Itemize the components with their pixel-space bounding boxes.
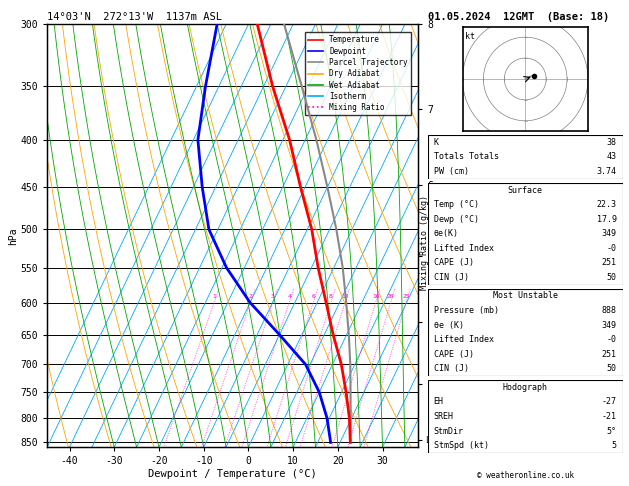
- Text: 01.05.2024  12GMT  (Base: 18): 01.05.2024 12GMT (Base: 18): [428, 12, 609, 22]
- Text: Most Unstable: Most Unstable: [493, 292, 558, 300]
- Y-axis label: hPa: hPa: [8, 227, 18, 244]
- Text: CIN (J): CIN (J): [433, 364, 469, 373]
- Y-axis label: km
ASL: km ASL: [445, 226, 460, 245]
- Text: CAPE (J): CAPE (J): [433, 350, 474, 359]
- Text: Mixing Ratio (g/kg): Mixing Ratio (g/kg): [420, 195, 428, 291]
- Text: 43: 43: [607, 153, 617, 161]
- Text: 14°03'N  272°13'W  1137m ASL: 14°03'N 272°13'W 1137m ASL: [47, 12, 222, 22]
- Text: CAPE (J): CAPE (J): [433, 259, 474, 267]
- Text: 349: 349: [602, 321, 617, 330]
- Text: -21: -21: [602, 412, 617, 421]
- Text: 17.9: 17.9: [597, 215, 617, 224]
- Text: Lifted Index: Lifted Index: [433, 335, 494, 344]
- Text: -27: -27: [602, 398, 617, 406]
- Text: 3: 3: [271, 294, 275, 299]
- Text: StmDir: StmDir: [433, 427, 464, 435]
- Text: 888: 888: [602, 306, 617, 315]
- Text: -0: -0: [607, 244, 617, 253]
- Text: Dewp (°C): Dewp (°C): [433, 215, 479, 224]
- Text: 349: 349: [602, 229, 617, 238]
- Text: Pressure (mb): Pressure (mb): [433, 306, 499, 315]
- Text: 1: 1: [212, 294, 216, 299]
- Text: 6: 6: [311, 294, 315, 299]
- Text: 38: 38: [607, 138, 617, 147]
- Text: 4: 4: [287, 294, 291, 299]
- Text: 251: 251: [602, 259, 617, 267]
- Legend: Temperature, Dewpoint, Parcel Trajectory, Dry Adiabat, Wet Adiabat, Isotherm, Mi: Temperature, Dewpoint, Parcel Trajectory…: [304, 33, 411, 115]
- Text: 5°: 5°: [607, 427, 617, 435]
- Text: K: K: [433, 138, 438, 147]
- Text: 22.3: 22.3: [597, 200, 617, 209]
- Text: 50: 50: [607, 364, 617, 373]
- Text: 10: 10: [342, 294, 348, 299]
- Text: 20: 20: [387, 294, 394, 299]
- Text: Totals Totals: Totals Totals: [433, 153, 499, 161]
- Text: 50: 50: [607, 273, 617, 282]
- Text: SREH: SREH: [433, 412, 454, 421]
- Text: θe (K): θe (K): [433, 321, 464, 330]
- Text: EH: EH: [433, 398, 443, 406]
- Text: 8: 8: [329, 294, 333, 299]
- Text: 2: 2: [248, 294, 252, 299]
- Text: Lifted Index: Lifted Index: [433, 244, 494, 253]
- Text: PW (cm): PW (cm): [433, 167, 469, 176]
- Text: LCL: LCL: [425, 435, 440, 445]
- Text: 3.74: 3.74: [597, 167, 617, 176]
- X-axis label: Dewpoint / Temperature (°C): Dewpoint / Temperature (°C): [148, 469, 317, 479]
- Text: © weatheronline.co.uk: © weatheronline.co.uk: [477, 471, 574, 480]
- Text: Temp (°C): Temp (°C): [433, 200, 479, 209]
- Text: 251: 251: [602, 350, 617, 359]
- Text: -0: -0: [607, 335, 617, 344]
- Text: 16: 16: [372, 294, 379, 299]
- Text: 25: 25: [403, 294, 409, 299]
- Text: θe(K): θe(K): [433, 229, 459, 238]
- Text: Surface: Surface: [508, 186, 543, 194]
- Text: StmSpd (kt): StmSpd (kt): [433, 441, 489, 450]
- Text: CIN (J): CIN (J): [433, 273, 469, 282]
- Text: Hodograph: Hodograph: [503, 383, 548, 392]
- Text: 5: 5: [612, 441, 617, 450]
- Text: kt: kt: [465, 32, 475, 41]
